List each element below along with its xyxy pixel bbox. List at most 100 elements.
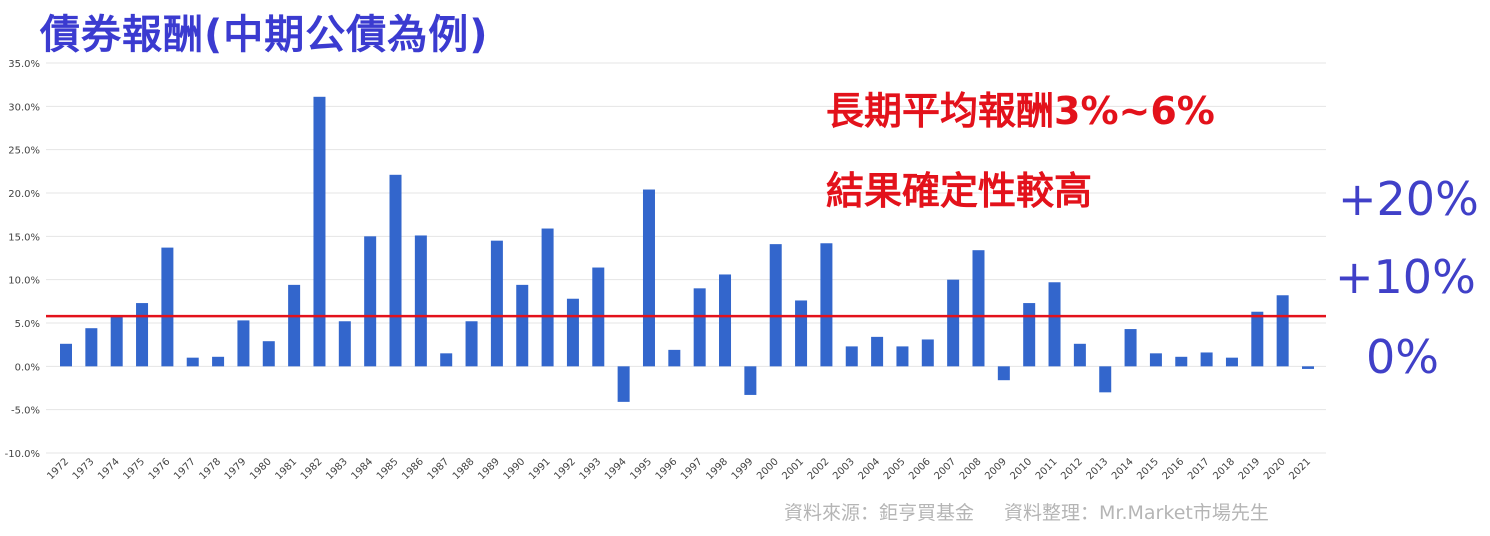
bars [60, 96, 1314, 402]
note-certainty: 結果確定性較高 [826, 169, 1093, 213]
x-tick-label: 1991 [527, 456, 553, 482]
bar [1276, 295, 1289, 367]
x-tick-label: 1994 [603, 456, 629, 482]
y-tick-label: 5.0% [15, 319, 40, 330]
x-tick-label: 1982 [299, 456, 325, 482]
x-tick-label: 1989 [476, 456, 502, 482]
x-axis-ticks: 1972 1973 1974 1975 1976 1977 1978 1979 1980 1981… [45, 456, 1313, 482]
x-tick-label: 1979 [223, 456, 249, 482]
bar [795, 300, 808, 367]
bar [1200, 352, 1213, 367]
bar [744, 366, 757, 395]
bar [1175, 356, 1188, 367]
bar [490, 240, 503, 367]
x-tick-label: 2019 [1237, 456, 1263, 482]
bar [820, 243, 833, 367]
y-tick-label: -5.0% [11, 406, 40, 417]
bar [440, 353, 453, 367]
x-tick-label: 2017 [1186, 456, 1212, 482]
bar [1099, 366, 1112, 393]
bar [1251, 311, 1264, 367]
x-tick-label: 2015 [1135, 456, 1161, 482]
bar [566, 298, 579, 367]
x-tick-label: 2005 [882, 456, 908, 482]
x-tick-label: 2021 [1287, 456, 1313, 482]
x-tick-label: 1995 [628, 456, 654, 482]
bar [414, 235, 427, 367]
x-tick-label: 1984 [350, 456, 376, 482]
bar [338, 321, 351, 367]
x-tick-label: 2004 [856, 456, 882, 482]
y-tick-label: -10.0% [5, 449, 40, 460]
chart-title: 債券報酬(中期公債為例) [40, 12, 489, 58]
bar [617, 366, 630, 402]
x-tick-label: 1996 [654, 456, 680, 482]
source-data: 資料來源：鉅亨買基金 [784, 502, 975, 524]
x-tick-label: 2020 [1262, 456, 1288, 482]
x-tick-label: 1973 [71, 456, 97, 482]
bar [1225, 357, 1238, 367]
note-average-return: 長期平均報酬3%~6% [826, 89, 1215, 133]
y-tick-label: 25.0% [8, 146, 40, 157]
bar [972, 250, 985, 367]
y-tick-label: 20.0% [8, 189, 40, 200]
bar [896, 346, 909, 367]
x-tick-label: 1990 [502, 456, 528, 482]
x-tick-label: 1974 [96, 456, 122, 482]
x-tick-label: 2009 [983, 456, 1009, 482]
y-tick-label: 35.0% [8, 59, 40, 70]
y-tick-label: 0.0% [15, 362, 40, 373]
bar [719, 274, 732, 367]
x-tick-label: 1987 [426, 456, 452, 482]
x-tick-label: 2010 [1009, 456, 1035, 482]
bar [1302, 366, 1314, 369]
bar [947, 279, 960, 367]
x-tick-label: 2012 [1059, 456, 1085, 482]
x-tick-label: 2008 [958, 456, 984, 482]
bar [871, 336, 884, 367]
grid-lines [46, 62, 1326, 454]
bar [516, 284, 529, 367]
bar [1149, 353, 1162, 367]
x-tick-label: 2018 [1211, 456, 1237, 482]
bar [997, 366, 1010, 381]
x-tick-label: 2011 [1034, 456, 1060, 482]
bar [186, 357, 199, 367]
bar [212, 356, 225, 367]
x-tick-label: 1972 [45, 456, 71, 482]
bar [921, 339, 934, 367]
bar [769, 244, 782, 367]
bar [364, 236, 377, 367]
x-tick-label: 1981 [273, 456, 299, 482]
x-tick-label: 1975 [121, 456, 147, 482]
y-tick-label: 15.0% [8, 232, 40, 243]
x-tick-label: 2001 [780, 456, 806, 482]
x-tick-label: 1993 [578, 456, 604, 482]
x-tick-label: 1999 [730, 456, 756, 482]
bar [642, 189, 655, 367]
x-tick-label: 1977 [172, 456, 198, 482]
bar [668, 349, 681, 367]
x-tick-label: 1983 [324, 456, 350, 482]
bar [845, 346, 858, 367]
bar [1048, 282, 1061, 367]
x-tick-label: 2003 [831, 456, 857, 482]
y-axis-ticks: 35.0% 30.0% 25.0% 20.0% 15.0% 10.0% 5.0% 0.0% -5… [5, 59, 40, 460]
bar [262, 341, 275, 367]
bar [110, 316, 123, 367]
x-tick-label: 2007 [932, 456, 958, 482]
bar [136, 303, 149, 367]
x-tick-label: 1992 [552, 456, 578, 482]
bar [288, 284, 301, 367]
bar [161, 247, 174, 367]
x-tick-label: 1997 [679, 456, 705, 482]
side-label-plus-10: +10% [1335, 250, 1476, 304]
x-tick-label: 1998 [704, 456, 730, 482]
bar [60, 343, 72, 367]
bar [313, 96, 326, 367]
x-tick-label: 2006 [907, 456, 933, 482]
bar [237, 320, 250, 367]
x-tick-label: 2000 [755, 456, 781, 482]
bar [1073, 343, 1086, 367]
